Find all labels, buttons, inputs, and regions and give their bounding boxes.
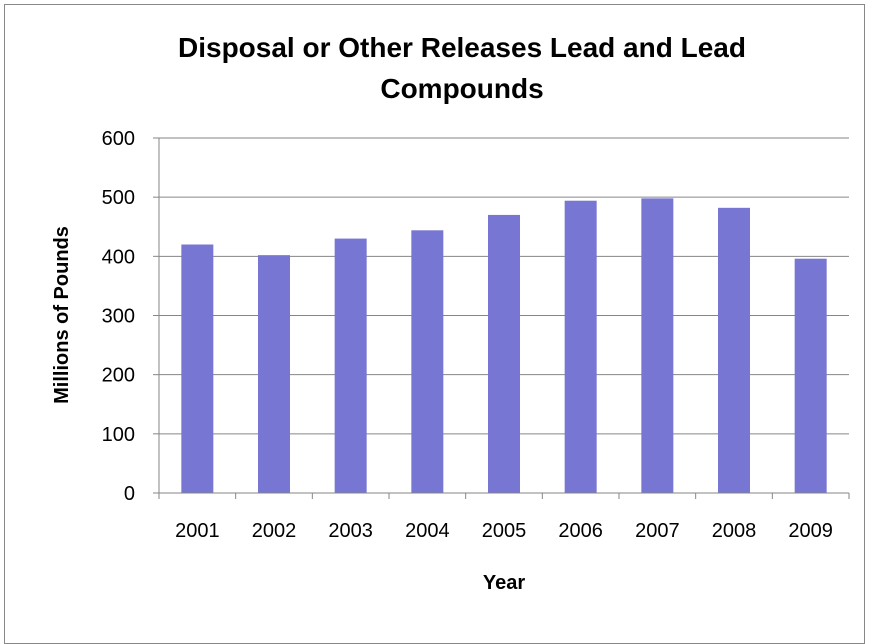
bar-2003	[334, 238, 367, 493]
chart-title-line-2: Compounds	[380, 73, 543, 104]
bars	[181, 198, 827, 494]
bar-2009	[794, 258, 827, 493]
bar-2002	[258, 255, 290, 493]
bar-2001	[181, 244, 214, 493]
y-tick-label: 600	[102, 128, 135, 150]
bar-chart: Disposal or Other Releases Lead and Lead…	[51, 32, 850, 594]
x-axis-label: Year	[483, 572, 525, 594]
y-tick-label: 300	[102, 306, 135, 328]
x-tick-label: 2003	[328, 520, 373, 542]
bar-2005	[488, 214, 520, 493]
bar-2008	[718, 207, 750, 494]
y-tick-label: 500	[102, 187, 135, 209]
x-tick-label: 2007	[635, 520, 680, 542]
x-axis-ticks: 2001 2002 2003 2004 2005 2006 2007 2008 2009	[158, 493, 850, 542]
y-axis-label: Millions of Pounds	[51, 226, 73, 404]
x-tick-label: 2009	[788, 520, 833, 542]
chart-title-line-1: Disposal or Other Releases Lead and Lead	[178, 32, 746, 63]
bar-2007	[641, 198, 674, 493]
bar-2006	[564, 200, 597, 493]
y-tick-label: 400	[102, 246, 135, 268]
y-tick-label: 100	[102, 424, 135, 446]
y-tick-label: 200	[102, 365, 135, 387]
x-tick-label: 2008	[712, 520, 757, 542]
x-tick-label: 2005	[482, 520, 527, 542]
y-axis-ticks: 0 100 200 300 400 500 600	[102, 128, 159, 505]
x-tick-label: 2001	[175, 520, 220, 542]
bar-2004	[411, 230, 444, 494]
x-tick-label: 2002	[252, 520, 297, 542]
y-tick-label: 0	[124, 483, 135, 505]
x-tick-label: 2006	[558, 520, 603, 542]
x-tick-label: 2004	[405, 520, 450, 542]
